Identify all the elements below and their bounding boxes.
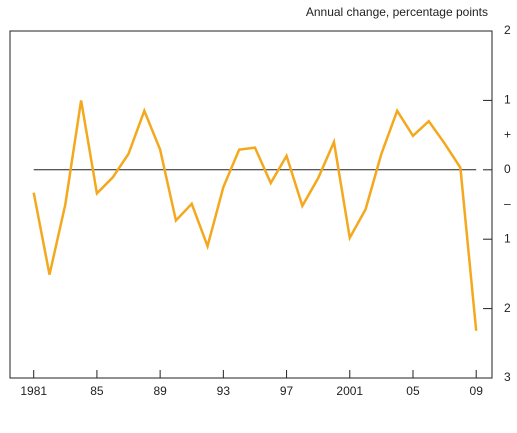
y-tick-label: 3	[504, 370, 511, 384]
x-tick-label: 85	[90, 384, 104, 398]
y-tick-label: 1	[504, 93, 511, 107]
axis-title: Annual change, percentage points	[306, 5, 488, 19]
y-tick-label: 2	[504, 301, 511, 315]
x-tick-label: 05	[406, 384, 420, 398]
x-tick-label: 2001	[336, 384, 363, 398]
annotation: +	[504, 127, 511, 141]
y-tick-label: 0	[504, 162, 511, 176]
x-tick-label: 09	[470, 384, 484, 398]
x-tick-label: 89	[153, 384, 167, 398]
y-tick-label: 1	[504, 231, 511, 245]
x-tick-label: 97	[280, 384, 294, 398]
annotation: –	[504, 197, 511, 211]
data-line	[32, 100, 478, 331]
plot-frame	[9, 30, 493, 379]
y-tick-label: 2	[504, 23, 511, 37]
x-tick-label: 1981	[20, 384, 47, 398]
x-tick-label: 93	[217, 384, 231, 398]
